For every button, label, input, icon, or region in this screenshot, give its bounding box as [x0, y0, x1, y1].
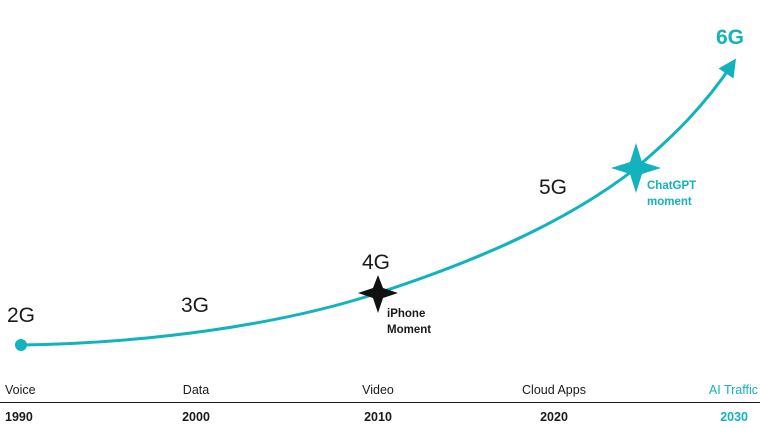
year-2000: 2000	[182, 410, 210, 424]
growth-curve	[20, 58, 736, 347]
generation-label-5g: 5G	[539, 176, 567, 199]
use-case-data: Data	[183, 383, 209, 397]
use-case-cloud-apps: Cloud Apps	[522, 383, 586, 397]
iphone-moment-line1: iPhone	[387, 308, 425, 320]
year-2020: 2020	[540, 410, 568, 424]
generation-label-3g: 3G	[181, 294, 209, 317]
use-case-video: Video	[362, 383, 394, 397]
four-point-star-icon	[358, 275, 398, 313]
chatgpt-moment-line1: ChatGPT	[647, 180, 696, 192]
year-1990: 1990	[5, 410, 33, 424]
iphone-moment-line2: Moment	[387, 324, 431, 336]
year-2010: 2010	[364, 410, 392, 424]
start-dot	[15, 339, 27, 351]
chatgpt-moment-line2: moment	[647, 196, 692, 208]
use-case-ai-traffic: AI Traffic	[709, 383, 758, 397]
generation-label-4g: 4G	[362, 251, 390, 274]
use-case-voice: Voice	[5, 383, 36, 397]
generation-label-2g: 2G	[7, 304, 35, 327]
year-2030: 2030	[720, 410, 748, 424]
four-point-star-icon	[611, 143, 661, 193]
generation-label-6g: 6G	[716, 26, 744, 49]
